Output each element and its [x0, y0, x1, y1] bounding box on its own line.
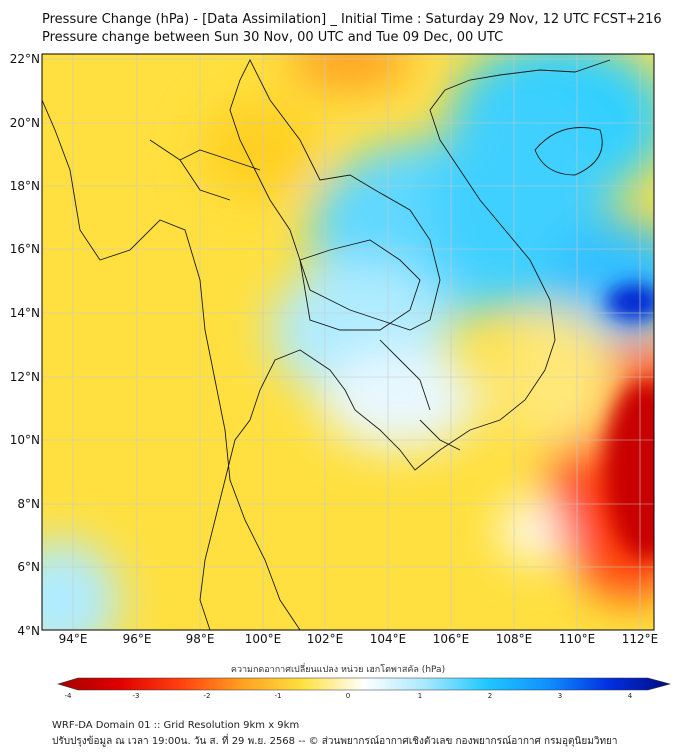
colorbar-tick: 2 [487, 692, 493, 700]
chart-title: Pressure Change (hPa) - [Data Assimilati… [42, 12, 662, 27]
lon-label: 112°E [621, 632, 659, 646]
colorbar-label: ความกดอากาศเปลี่ยนแปลง หน่วย เฮกโตพาสคัล… [230, 665, 446, 675]
lat-label: 6°N [17, 560, 40, 574]
color-field [42, 54, 654, 630]
colorbar-tick: 1 [417, 692, 423, 700]
lat-label: 10°N [9, 433, 40, 447]
map-frame [41, 53, 655, 631]
lon-label: 96°E [122, 632, 152, 646]
colorbar-tick: 0 [345, 692, 351, 700]
footer-model-info: WRF-DA Domain 01 :: Grid Resolution 9km … [52, 720, 300, 731]
lon-label: 98°E [185, 632, 215, 646]
lon-label: 110°E [558, 632, 596, 646]
coastlines [42, 58, 611, 630]
lat-label: 16°N [9, 242, 40, 256]
colorbar-tick: 4 [627, 692, 633, 700]
lat-label: 18°N [9, 179, 40, 193]
lat-label: 14°N [9, 306, 40, 320]
colorbar-tick: 3 [557, 692, 563, 700]
lon-label: 106°E [432, 632, 470, 646]
footer-credit: ปรับปรุงข้อมูล ณ เวลา 19:00น. วัน ส. ที่… [52, 736, 618, 747]
lat-label: 4°N [17, 624, 40, 638]
colorbar-tick: -2 [203, 692, 211, 700]
colorbar [56, 677, 672, 691]
lon-label: 102°E [306, 632, 344, 646]
lat-label: 12°N [9, 370, 40, 384]
lon-label: 94°E [58, 632, 88, 646]
colorbar-tick: -3 [132, 692, 140, 700]
lon-label: 104°E [369, 632, 407, 646]
chart-subtitle: Pressure change between Sun 30 Nov, 00 U… [42, 30, 504, 45]
colorbar-tick: -4 [64, 692, 72, 700]
lat-label: 20°N [9, 116, 40, 130]
pressure-change-map [41, 53, 655, 631]
lat-label: 8°N [17, 497, 40, 511]
lat-label: 22°N [9, 52, 40, 66]
colorbar-tick: -1 [274, 692, 282, 700]
lon-label: 108°E [495, 632, 533, 646]
lon-label: 100°E [244, 632, 282, 646]
